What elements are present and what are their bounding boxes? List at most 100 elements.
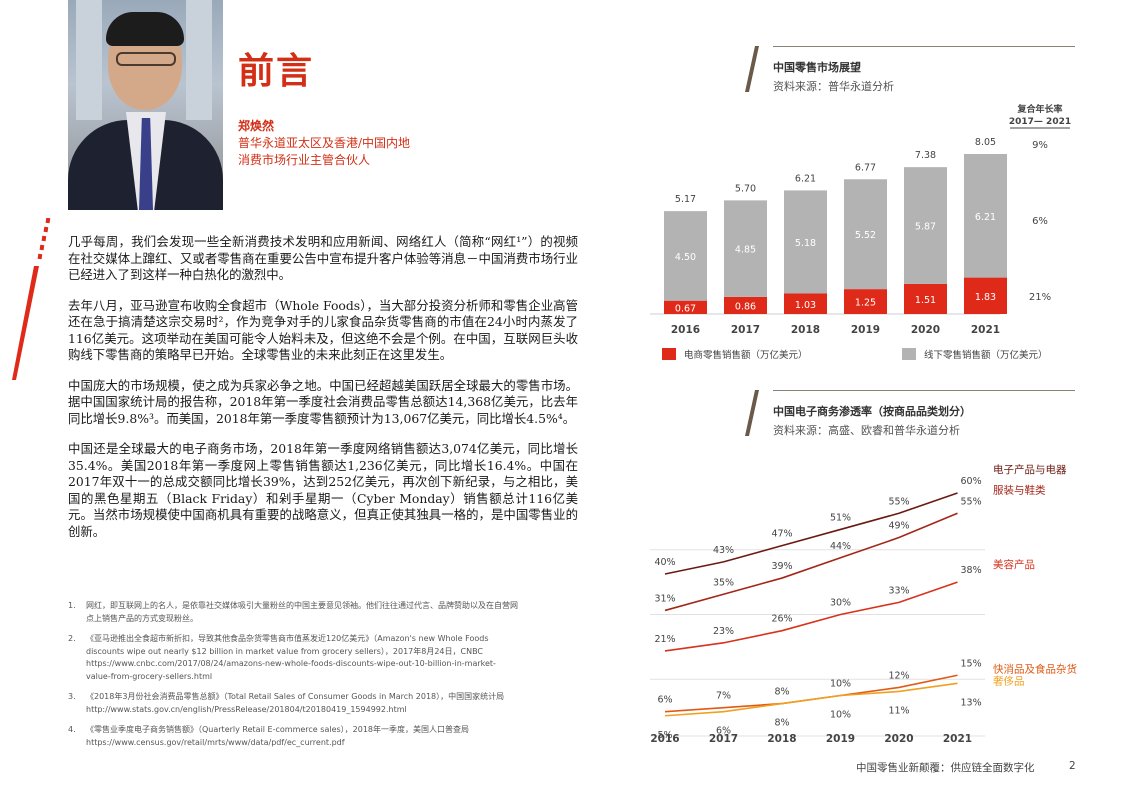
data-label: 35% xyxy=(713,577,734,588)
author-block: 郑焕然 普华永道亚太区及香港/中国内地 消费市场行业主管合伙人 xyxy=(238,118,410,169)
series-line xyxy=(664,492,958,575)
data-label: 5% xyxy=(657,730,672,741)
x-tick-label: 2020 xyxy=(911,324,940,336)
footnote-number: 1. xyxy=(68,601,76,610)
data-label: 6% xyxy=(657,695,672,706)
bar-offline xyxy=(724,200,767,297)
data-label: 8% xyxy=(774,687,789,698)
x-tick-label: 2021 xyxy=(943,733,972,745)
bar-value-label: 1.03 xyxy=(795,300,816,311)
slash-icon xyxy=(745,46,759,92)
x-tick-label: 2016 xyxy=(671,324,700,336)
page-title: 前言 xyxy=(238,50,315,92)
bar-ecommerce xyxy=(844,289,887,314)
decorative-dashes xyxy=(12,218,51,380)
body-paragraph: 中国庞大的市场规模，使之成为兵家必争之地。中国已经超越美国跃居全球最大的零售市场… xyxy=(68,377,578,426)
bar-ecommerce xyxy=(904,283,947,314)
cagr-header: 2017— 2021 xyxy=(1009,117,1071,127)
bar-total-label: 5.17 xyxy=(675,194,696,205)
x-tick-label: 2020 xyxy=(884,733,913,745)
data-label: 15% xyxy=(961,658,982,669)
bar-value-label: 6.21 xyxy=(975,212,996,223)
author-role: 消费市场行业主管合伙人 xyxy=(238,153,371,167)
series-name-label: 服装与鞋类 xyxy=(993,483,1046,496)
bar-value-label: 0.67 xyxy=(675,303,696,314)
series-name-label: 美容产品 xyxy=(993,558,1035,571)
body-text: 几乎每周，我们会发现一些全新消费技术发明和应用新闻、网络红人（简称“网红¹”）的… xyxy=(68,234,578,554)
data-label: 10% xyxy=(830,710,851,721)
x-tick-label: 2017 xyxy=(731,324,760,336)
legend-swatch-offline xyxy=(902,348,916,360)
x-tick-label: 2018 xyxy=(767,733,796,745)
cagr-value: 6% xyxy=(1032,216,1048,227)
bar-value-label: 4.50 xyxy=(675,252,696,263)
footnote-text: 网红，即互联网上的名人，是依靠社交媒体吸引大量粉丝的中国主要意见领袖。他们往往通… xyxy=(86,601,518,623)
decorative-dash-marks xyxy=(12,218,51,380)
x-tick-label: 2019 xyxy=(826,733,855,745)
footnote-text: 《亚马逊推出全食超市新折扣，导致其他食品杂货零售商市值蒸发近120亿美元》（Am… xyxy=(86,634,496,681)
bar-ecommerce xyxy=(724,296,767,314)
portrait-background xyxy=(76,0,102,120)
footnote-number: 3. xyxy=(68,692,76,701)
portrait-glasses xyxy=(116,52,176,66)
footnote-number: 2. xyxy=(68,634,76,643)
data-label: 26% xyxy=(771,614,792,625)
body-paragraph: 中国还是全球最大的电子商务市场，2018年第一季度网络销售额达3,074亿美元，… xyxy=(68,441,578,539)
footnote: 4. 《零售业季度电子商务销售额》（Quarterly Retail E-com… xyxy=(68,724,518,749)
chart-title: 中国电子商务渗透率（按商品品类划分） xyxy=(773,405,971,418)
footnote: 1. 网红，即互联网上的名人，是依靠社交媒体吸引大量粉丝的中国主要意见领袖。他们… xyxy=(68,600,518,625)
data-label: 30% xyxy=(830,598,851,609)
data-label: 43% xyxy=(713,545,734,556)
cagr-value: 21% xyxy=(1029,292,1051,303)
data-label: 49% xyxy=(888,521,909,532)
footnote-number: 4. xyxy=(68,725,76,734)
data-label: 13% xyxy=(961,697,982,708)
bar-value-label: 1.51 xyxy=(915,295,936,306)
data-label: 40% xyxy=(654,557,675,568)
chart-source: 资料来源：高盛、欧睿和普华永道分析 xyxy=(773,424,960,437)
legend-swatch-ecommerce xyxy=(662,348,676,360)
data-label: 7% xyxy=(716,691,731,702)
bar-offline xyxy=(844,179,887,290)
bar-offline xyxy=(664,211,707,301)
data-label: 23% xyxy=(713,626,734,637)
bar-ecommerce xyxy=(964,277,1007,314)
data-label: 47% xyxy=(771,529,792,540)
slash-icon xyxy=(745,390,759,436)
series-name-label: 电子产品与电器 xyxy=(993,463,1067,476)
series-line xyxy=(664,682,958,717)
portrait-tie xyxy=(139,118,153,210)
bar-ecommerce xyxy=(664,300,707,314)
data-label: 10% xyxy=(830,679,851,690)
x-tick-label: 2019 xyxy=(851,324,880,336)
retail-bar-chart: 0.67 4.50 5.17 2016 0.86 4.85 5.70 2017 1.03 5.18… xyxy=(650,103,1071,361)
data-label: 55% xyxy=(961,496,982,507)
bar-value-label: 5.18 xyxy=(795,238,816,249)
series-line xyxy=(664,512,958,612)
body-paragraph: 几乎每周，我们会发现一些全新消费技术发明和应用新闻、网络红人（简称“网红¹”）的… xyxy=(68,234,578,282)
x-tick-label: 2016 xyxy=(650,733,679,745)
x-tick-label: 2017 xyxy=(709,733,738,745)
data-label: 21% xyxy=(654,634,675,645)
cagr-value: 9% xyxy=(1032,140,1048,151)
bar-value-label: 1.25 xyxy=(855,298,876,309)
bar-offline xyxy=(964,154,1007,278)
author-role: 普华永道亚太区及香港/中国内地 xyxy=(238,136,411,150)
footnotes: 1. 网红，即互联网上的名人，是依靠社交媒体吸引大量粉丝的中国主要意见领袖。他们… xyxy=(68,600,518,757)
header-rule xyxy=(773,390,1075,391)
legend-label: 电商零售销售额（万亿美元） xyxy=(684,349,808,361)
data-label: 51% xyxy=(830,512,851,523)
data-label: 38% xyxy=(961,565,982,576)
portrait-hair xyxy=(106,12,184,46)
bar-value-label: 1.83 xyxy=(975,292,996,303)
data-label: 39% xyxy=(771,561,792,572)
bar-total-label: 6.77 xyxy=(855,162,876,173)
series-name-label: 快消品及食品杂货 xyxy=(993,662,1077,675)
data-label: 6% xyxy=(716,726,731,737)
data-label: 11% xyxy=(888,705,909,716)
footnote-text: 《零售业季度电子商务销售额》（Quarterly Retail E-commer… xyxy=(86,725,470,747)
footnote: 2. 《亚马逊推出全食超市新折扣，导致其他食品杂货零售商市值蒸发近120亿美元》… xyxy=(68,633,518,683)
data-label: 60% xyxy=(961,476,982,487)
cagr-header: 复合年长率 xyxy=(1016,103,1062,115)
data-label: 44% xyxy=(830,541,851,552)
